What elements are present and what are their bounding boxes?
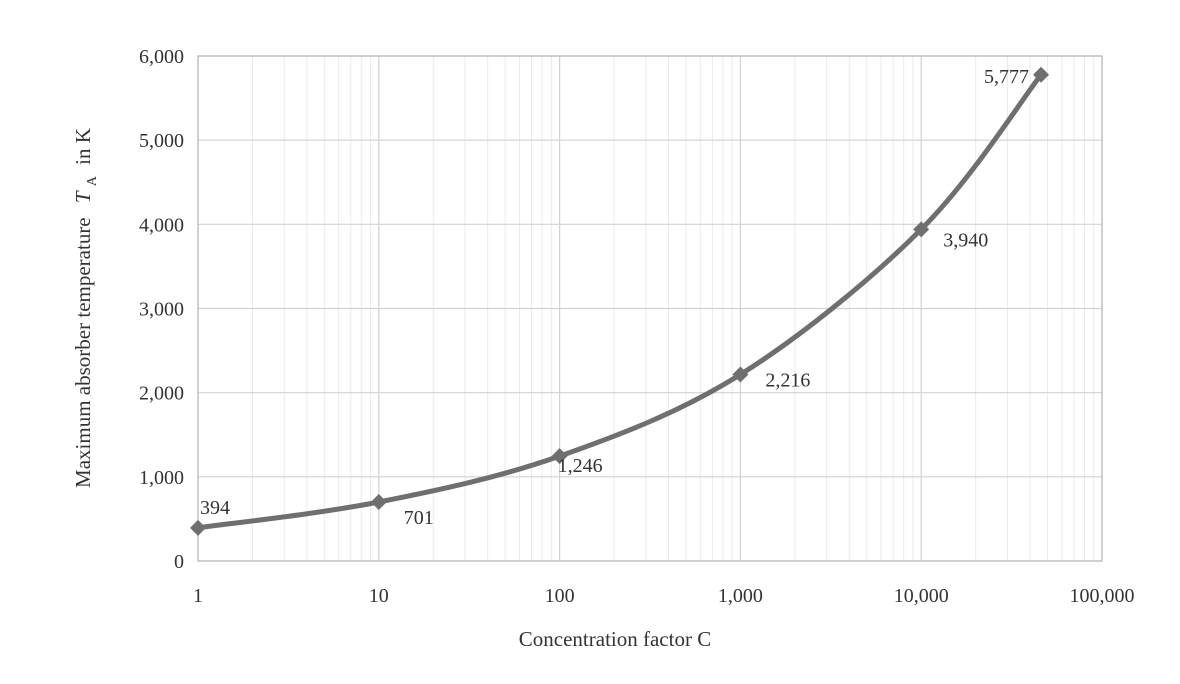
x-tick-label: 1 (193, 585, 203, 607)
y-axis-title-subscript: A (85, 175, 100, 186)
x-tick-label: 1,000 (718, 585, 763, 607)
data-point-marker (190, 519, 206, 536)
y-axis-title-main: Maximum absorber temperature (71, 217, 95, 488)
data-label: 2,216 (765, 369, 810, 391)
data-point-marker (1033, 66, 1050, 83)
major-grid (197, 55, 1103, 562)
x-tick-label: 10 (369, 585, 389, 607)
y-tick-label: 1,000 (139, 467, 184, 489)
y-tick-label: 3,000 (139, 299, 184, 321)
series-line (195, 72, 1044, 531)
x-tick-label: 10,000 (894, 585, 949, 607)
y-tick-label: 5,000 (139, 130, 184, 152)
y-axis-title: Maximum absorber temperature T A in K (71, 128, 101, 488)
data-labels: 394 701 1,246 2,216 3,940 5,777 (200, 66, 1029, 529)
data-point-marker (732, 366, 749, 383)
y-axis-tick-labels: 0 1,000 2,000 3,000 4,000 5,000 6,000 (139, 46, 184, 573)
data-point-marker (913, 221, 930, 238)
data-label: 701 (404, 507, 434, 529)
data-point-marker (551, 448, 568, 465)
data-label: 5,777 (984, 66, 1029, 88)
plot-frame (197, 55, 1103, 562)
y-axis-title-unit: in K (71, 128, 95, 165)
x-axis-title: Concentration factor C (519, 627, 711, 651)
data-point-marker (370, 493, 387, 510)
x-tick-label: 100 (545, 585, 575, 607)
data-label: 3,940 (943, 229, 988, 251)
x-axis-tick-labels: 1 10 100 1,000 10,000 100,000 (193, 585, 1135, 607)
y-tick-label: 4,000 (139, 214, 184, 236)
series-markers (190, 66, 1050, 536)
y-tick-label: 0 (174, 551, 184, 573)
data-label: 394 (200, 497, 230, 519)
y-tick-label: 6,000 (139, 46, 184, 68)
x-tick-label: 100,000 (1070, 585, 1135, 607)
y-axis-title-symbol: T (71, 190, 95, 203)
data-label: 1,246 (558, 455, 603, 477)
y-tick-label: 2,000 (139, 383, 184, 405)
